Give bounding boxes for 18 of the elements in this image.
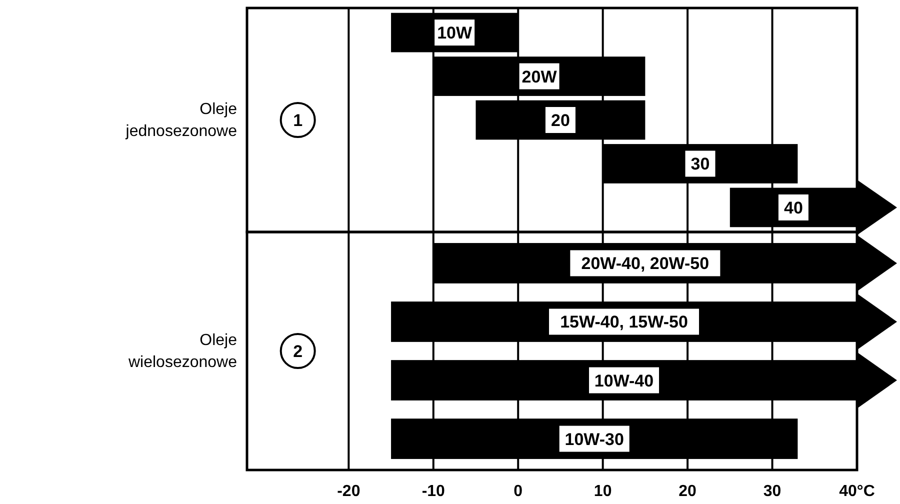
text: Oleje jednosezonowe xyxy=(124,101,238,140)
annotation: 1 xyxy=(293,111,303,130)
x-tick-label: 10 xyxy=(594,483,612,500)
x-tick-label: 0 xyxy=(514,483,523,500)
x-tick-label: 20 xyxy=(678,483,697,500)
text: Oleje wielosezonowe xyxy=(127,332,238,371)
annotation: 2 xyxy=(293,342,303,361)
y-tick-label: 40 xyxy=(784,198,803,218)
y-tick-label: 10W-40 xyxy=(594,371,654,390)
x-tick-label: 40°C xyxy=(839,483,876,500)
y-tick-label: 10W-30 xyxy=(564,430,624,449)
x-tick-label: -20 xyxy=(337,483,360,500)
y-tick-label: 10W xyxy=(437,24,473,43)
y-tick-label: 20W-40, 20W-50 xyxy=(581,254,710,274)
y-tick-label: 15W-40, 15W-50 xyxy=(560,312,688,332)
x-tick-label: 30 xyxy=(763,483,782,500)
x-tick-label: -10 xyxy=(422,483,446,500)
y-tick-label: 20W xyxy=(522,67,558,86)
